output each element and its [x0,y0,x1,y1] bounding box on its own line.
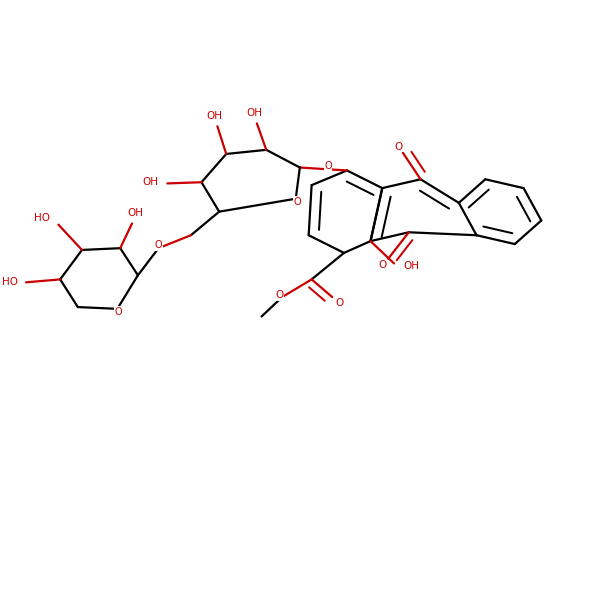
Text: O: O [115,307,122,317]
Text: OH: OH [127,208,143,218]
Text: O: O [394,142,403,152]
Text: HO: HO [2,277,17,287]
Text: HO: HO [34,212,50,223]
Text: O: O [335,298,343,308]
Text: OH: OH [206,110,223,121]
Text: OH: OH [143,177,159,187]
Text: O: O [378,260,386,269]
Text: OH: OH [246,108,262,118]
Text: O: O [324,161,332,172]
Text: OH: OH [404,262,420,271]
Text: O: O [155,240,163,250]
Text: O: O [293,197,301,206]
Text: O: O [275,290,283,300]
